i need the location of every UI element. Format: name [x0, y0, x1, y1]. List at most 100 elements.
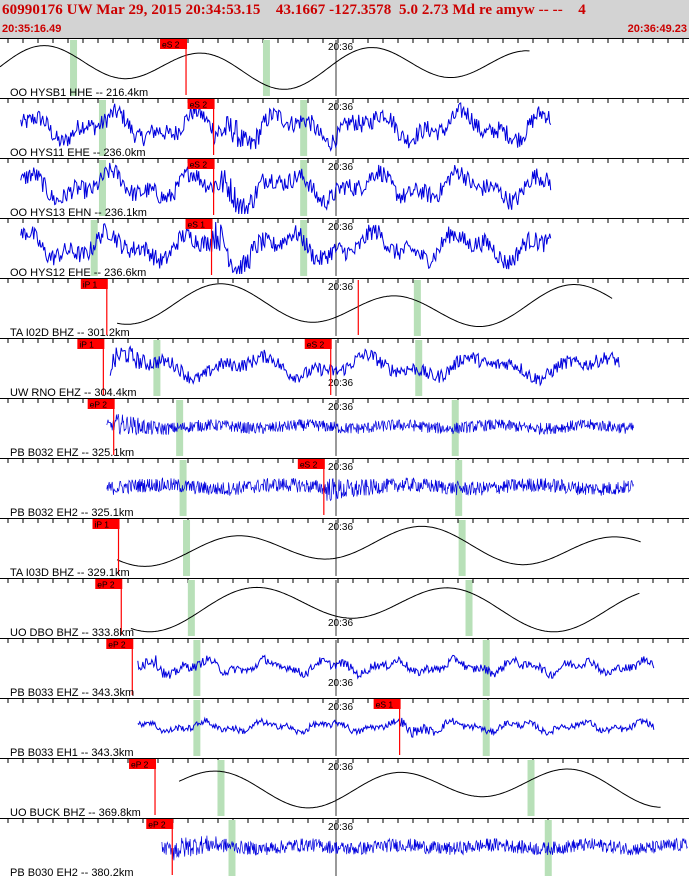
trace-row: 20:36 iP 1 TA I03D BHZ -- 329.1km [0, 518, 689, 579]
phase-pick-label: eS 1 [188, 220, 206, 230]
phase-window-band [455, 460, 463, 516]
seismogram-panel: 20:36 eS 2 OO HYSB1 HHE -- 216.4km 20:36 eS … [0, 38, 689, 878]
phase-window-band [193, 700, 201, 756]
phase-window-band [187, 580, 195, 636]
phase-pick-flag[interactable] [373, 699, 401, 709]
waveform [20, 221, 552, 275]
phase-pick-label: iP 1 [79, 340, 94, 350]
trace-row: 20:36 eS 2 PB B032 EH2 -- 325.1km [0, 458, 689, 519]
minute-label: 20:36 [328, 702, 353, 713]
trace-row: 20:36 eP 2 UO BUCK BHZ -- 369.8km [0, 758, 689, 819]
waveform [178, 768, 661, 809]
minute-label: 20:36 [328, 282, 353, 293]
phase-window-band [527, 760, 535, 816]
end-time: 20:36:49.23 [627, 23, 687, 35]
phase-window-band [482, 700, 490, 756]
event-title: 60990176 UW Mar 29, 2015 20:34:53.15 43.… [2, 2, 586, 18]
channel-label: OO HYSB1 HHE -- 216.4km [10, 87, 148, 99]
phase-window-band [217, 760, 225, 816]
channel-label: OO HYS13 EHN -- 236.1km [10, 207, 147, 219]
channel-label: UO DBO BHZ -- 333.8km [10, 627, 134, 639]
channel-label: PB B033 EH1 -- 343.3km [10, 747, 134, 759]
channel-label: PB B033 EHZ -- 343.3km [10, 687, 134, 699]
trace-row: 20:36 eS 2 OO HYS13 EHN -- 236.1km [0, 158, 689, 219]
waveform [109, 345, 620, 387]
waveform [137, 654, 655, 680]
minute-label: 20:36 [328, 222, 353, 233]
minute-label: 20:36 [328, 162, 353, 173]
phase-pick-flag[interactable] [304, 339, 332, 349]
phase-window-band [176, 400, 184, 456]
waveform [20, 102, 552, 152]
phase-pick-flag[interactable] [106, 639, 134, 649]
phase-pick-label: iP 1 [83, 280, 98, 290]
trace-row: 20:36 eS 2 OO HYSB1 HHE -- 216.4km [0, 38, 689, 99]
phase-pick-flag[interactable] [187, 159, 215, 169]
minute-label: 20:36 [328, 678, 353, 689]
minute-label: 20:36 [328, 462, 353, 473]
channel-label: PB B032 EH2 -- 325.1km [10, 507, 134, 519]
trace-row: 20:36 eP 2 UO DBO BHZ -- 333.8km [0, 578, 689, 639]
phase-window-band [262, 40, 270, 96]
phase-pick-label: eP 2 [90, 400, 108, 410]
phase-window-band [183, 520, 191, 576]
waveform [106, 413, 634, 436]
phase-pick-label: eP 2 [108, 640, 126, 650]
minute-label: 20:36 [328, 822, 353, 833]
phase-window-band [228, 820, 236, 876]
trace-row: 20:36 eS 1 PB B033 EH1 -- 343.3km [0, 698, 689, 759]
waveform [106, 477, 634, 502]
phase-window-band [193, 640, 201, 696]
phase-window-band [179, 460, 187, 516]
minute-label: 20:36 [328, 522, 353, 533]
minute-label: 20:36 [328, 762, 353, 773]
channel-label: TA I03D BHZ -- 329.1km [10, 567, 130, 579]
phase-pick-flag[interactable] [146, 819, 174, 829]
phase-window-band [413, 280, 421, 336]
channel-label: UO BUCK BHZ -- 369.8km [10, 807, 141, 819]
phase-window-band [153, 340, 161, 396]
header-bar: 60990176 UW Mar 29, 2015 20:34:53.15 43.… [0, 0, 689, 38]
phase-pick-flag[interactable] [92, 519, 120, 529]
trace-row: 20:36 eS 2 OO HYS11 EHE -- 236.0km [0, 98, 689, 159]
trace-row: 20:36 eP 2 PB B030 EH2 -- 380.2km [0, 818, 689, 878]
channel-label: TA I02D BHZ -- 301.2km [10, 327, 130, 339]
trace-row: 20:36 eS 1 OO HYS12 EHE -- 236.6km [0, 218, 689, 279]
phase-window-band [458, 520, 466, 576]
channel-label: OO HYS12 EHE -- 236.6km [10, 267, 146, 279]
phase-pick-flag[interactable] [160, 39, 188, 49]
trace-row: 20:36 iP 1 eS 2 UW RNO EHZ -- 304.4km [0, 338, 689, 399]
phase-pick-flag[interactable] [95, 579, 123, 589]
waveform [137, 716, 655, 738]
phase-pick-flag[interactable] [185, 219, 213, 229]
phase-window-band [300, 100, 308, 156]
minute-label: 20:36 [328, 378, 353, 389]
phase-window-band [415, 340, 423, 396]
phase-pick-flag[interactable] [297, 459, 325, 469]
phase-pick-label: eP 2 [97, 580, 115, 590]
phase-pick-flag[interactable] [77, 339, 105, 349]
waveform [20, 162, 552, 215]
phase-window-band [70, 40, 78, 96]
trace-row: 20:36 iP 1 TA I02D BHZ -- 301.2km [0, 278, 689, 339]
phase-pick-flag[interactable] [187, 99, 215, 109]
minute-label: 20:36 [328, 42, 353, 53]
phase-pick-label: eS 2 [162, 40, 180, 50]
phase-window-band [465, 580, 473, 636]
phase-pick-flag[interactable] [80, 279, 108, 289]
start-time: 20:35:16.49 [2, 23, 62, 35]
phase-pick-label: eS 2 [190, 100, 208, 110]
phase-pick-label: eS 2 [300, 460, 318, 470]
phase-pick-flag[interactable] [87, 399, 115, 409]
waveform [161, 835, 688, 861]
channel-label: OO HYS11 EHE -- 236.0km [10, 147, 146, 159]
waveform [117, 283, 613, 327]
phase-pick-label: iP 1 [95, 520, 110, 530]
minute-label: 20:36 [328, 102, 353, 113]
minute-label: 20:36 [328, 618, 353, 629]
waveform [116, 525, 641, 567]
phase-pick-label: eP 2 [148, 820, 166, 830]
phase-pick-label: eS 2 [190, 160, 208, 170]
waveform [130, 586, 640, 633]
phase-pick-flag[interactable] [129, 759, 157, 769]
